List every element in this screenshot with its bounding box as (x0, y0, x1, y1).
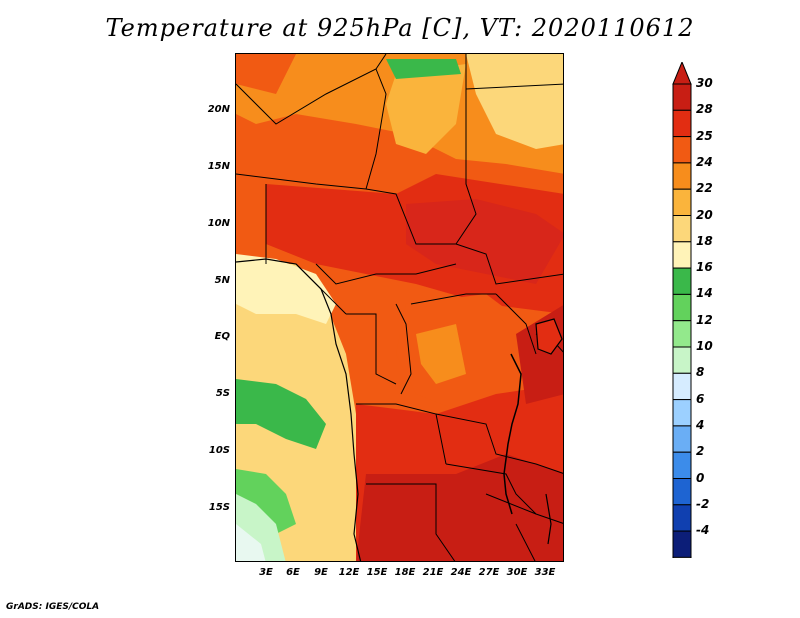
legend-swatch (672, 293, 692, 322)
country-borders (236, 54, 563, 561)
legend-swatch (672, 530, 692, 558)
legend-swatch (672, 83, 692, 111)
x-tick-label: 6E (286, 567, 300, 578)
legend-top-arrow (672, 62, 692, 85)
congo-cool-patch (416, 324, 466, 384)
legend-swatch (672, 162, 692, 190)
legend-label: 16 (696, 260, 713, 275)
north-east-cool-zone (466, 54, 563, 149)
map-canvas (236, 54, 563, 561)
legend-swatch (672, 478, 692, 506)
y-tick-label: 10S (208, 445, 230, 456)
x-tick-label: 12E (338, 567, 360, 578)
x-tick-label: 3E (259, 567, 273, 578)
legend-swatch (672, 504, 692, 532)
legend-swatch (672, 241, 692, 269)
footer-credit: GrADS: IGES/COLA (6, 602, 100, 612)
north-green-patch (386, 59, 461, 79)
legend-label: 2 (696, 444, 705, 459)
atlantic-green-zone (236, 379, 326, 449)
lake-victoria (535, 318, 563, 355)
central-north-zone (386, 64, 466, 154)
legend-swatch (672, 425, 692, 453)
y-tick-label: 15S (208, 502, 230, 513)
y-tick-label: 15N (207, 161, 230, 172)
x-tick-label: 9E (314, 567, 328, 578)
south-atlantic-coolest (236, 524, 266, 561)
central-hot-core (406, 199, 563, 284)
legend-label: 10 (696, 339, 713, 353)
legend-swatch (672, 109, 692, 138)
southern-hottest-zone (356, 454, 563, 561)
y-tick-label: 10N (207, 218, 230, 229)
legend-label: -2 (696, 496, 710, 511)
legend-label: 28 (696, 102, 713, 117)
x-tick-label: 33E (534, 567, 556, 578)
gulf-guinea-zone (236, 254, 336, 324)
legend-swatch (672, 136, 692, 164)
legend-label: 8 (696, 365, 705, 380)
north-west-zone (236, 54, 296, 94)
legend-swatch (672, 451, 692, 480)
x-tick-label: 30E (506, 567, 528, 578)
y-tick-label: 5N (214, 275, 230, 286)
legend-label: -4 (696, 523, 710, 538)
y-tick-label: EQ (214, 331, 230, 342)
legend-swatch (672, 267, 692, 295)
legend-label: 6 (696, 391, 705, 406)
legend-label: 24 (696, 154, 713, 169)
legend-label: 14 (696, 286, 713, 301)
legend-label: 30 (696, 76, 713, 90)
y-tick-label: 5S (215, 388, 230, 399)
legend-label: 0 (696, 470, 705, 485)
legend-swatch (672, 399, 692, 427)
legend-swatch (672, 372, 692, 401)
x-tick-label: 27E (478, 567, 500, 578)
color-legend-bar (672, 62, 692, 558)
legend-swatch (672, 215, 692, 243)
legend-label: 20 (696, 207, 713, 222)
legend-label: 18 (696, 233, 713, 248)
legend-swatch (672, 188, 692, 216)
legend-label: 4 (696, 417, 705, 432)
lake-malawi (545, 493, 552, 545)
legend-bottom-arrow (672, 556, 692, 558)
atlantic-coastline (236, 258, 362, 561)
legend-swatch (672, 320, 692, 348)
map-title: Temperature at 925hPa [C], VT: 202011061… (105, 14, 695, 42)
legend-swatch (672, 346, 692, 374)
x-tick-label: 15E (366, 567, 388, 578)
x-tick-label: 18E (394, 567, 416, 578)
x-tick-label: 21E (422, 567, 444, 578)
legend-label: 22 (696, 181, 713, 196)
x-tick-label: 24E (450, 567, 472, 578)
lake-tanganyika (503, 353, 522, 515)
temperature-map (235, 53, 564, 562)
legend-label: 12 (696, 312, 713, 327)
y-tick-label: 20N (207, 104, 230, 115)
legend-label: 25 (696, 128, 713, 143)
